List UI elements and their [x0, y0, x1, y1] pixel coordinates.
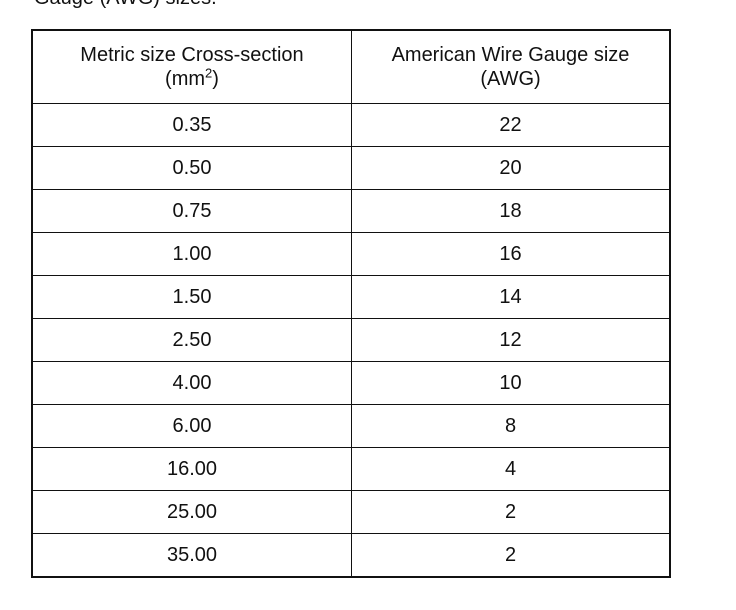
metric-cell: 35.00: [33, 534, 352, 576]
table-row: 2.50 12: [33, 318, 669, 361]
table-row: 0.35 22: [33, 103, 669, 146]
header-text: (mm: [165, 68, 206, 90]
awg-cell: 22: [499, 114, 522, 136]
table: Metric size Cross-section (mm2) American…: [31, 29, 671, 578]
metric-cell: 1.00: [33, 233, 352, 275]
header-text: Metric size Cross-section: [80, 44, 304, 66]
awg-cell: 12: [499, 329, 522, 351]
table-row: 1.00 16: [33, 232, 669, 275]
awg-cell: 2: [504, 544, 517, 566]
metric-cell: 4.00: [33, 362, 352, 404]
header-text: American Wire Gauge size: [391, 44, 630, 66]
metric-cell: 25.00: [33, 491, 352, 533]
table-row: 1.50 14: [33, 275, 669, 318]
table-row: 6.00 8: [33, 404, 669, 447]
header-cell: Metric size Cross-section (mm2): [33, 31, 352, 103]
metric-cell: 0.35: [33, 104, 352, 146]
header-text: (mm2): [165, 65, 219, 91]
awg-cell: 4: [504, 458, 517, 480]
awg-cell: 8: [504, 415, 517, 437]
awg-cell: 10: [499, 372, 522, 394]
caption: Gauge (AWG) sizes.: [34, 0, 217, 10]
awg-cell: 14: [499, 286, 522, 308]
metric-cell: 1.50: [33, 276, 352, 318]
metric-cell: 0.75: [33, 190, 352, 232]
awg-cell: 20: [499, 157, 522, 179]
table-row: 16.00 4: [33, 447, 669, 490]
header-cell: American Wire Gauge size (AWG): [352, 31, 669, 103]
superscript: 2: [205, 65, 213, 81]
header-text: (AWG): [480, 68, 541, 90]
awg-cell: 18: [499, 200, 522, 222]
header-text: ): [212, 68, 219, 90]
header-row: Metric size Cross-section (mm2) American…: [33, 31, 669, 103]
table-row: 4.00 10: [33, 361, 669, 404]
metric-cell: 0.50: [33, 147, 352, 189]
table-row: 0.50 20: [33, 146, 669, 189]
metric-cell: 2.50: [33, 319, 352, 361]
metric-cell: 6.00: [33, 405, 352, 447]
metric-cell: 16.00: [33, 448, 352, 490]
table-row: 35.00 2: [33, 533, 669, 576]
awg-cell: 2: [504, 501, 517, 523]
table-row: 25.00 2: [33, 490, 669, 533]
table-row: 0.75 18: [33, 189, 669, 232]
awg-cell: 16: [499, 243, 522, 265]
